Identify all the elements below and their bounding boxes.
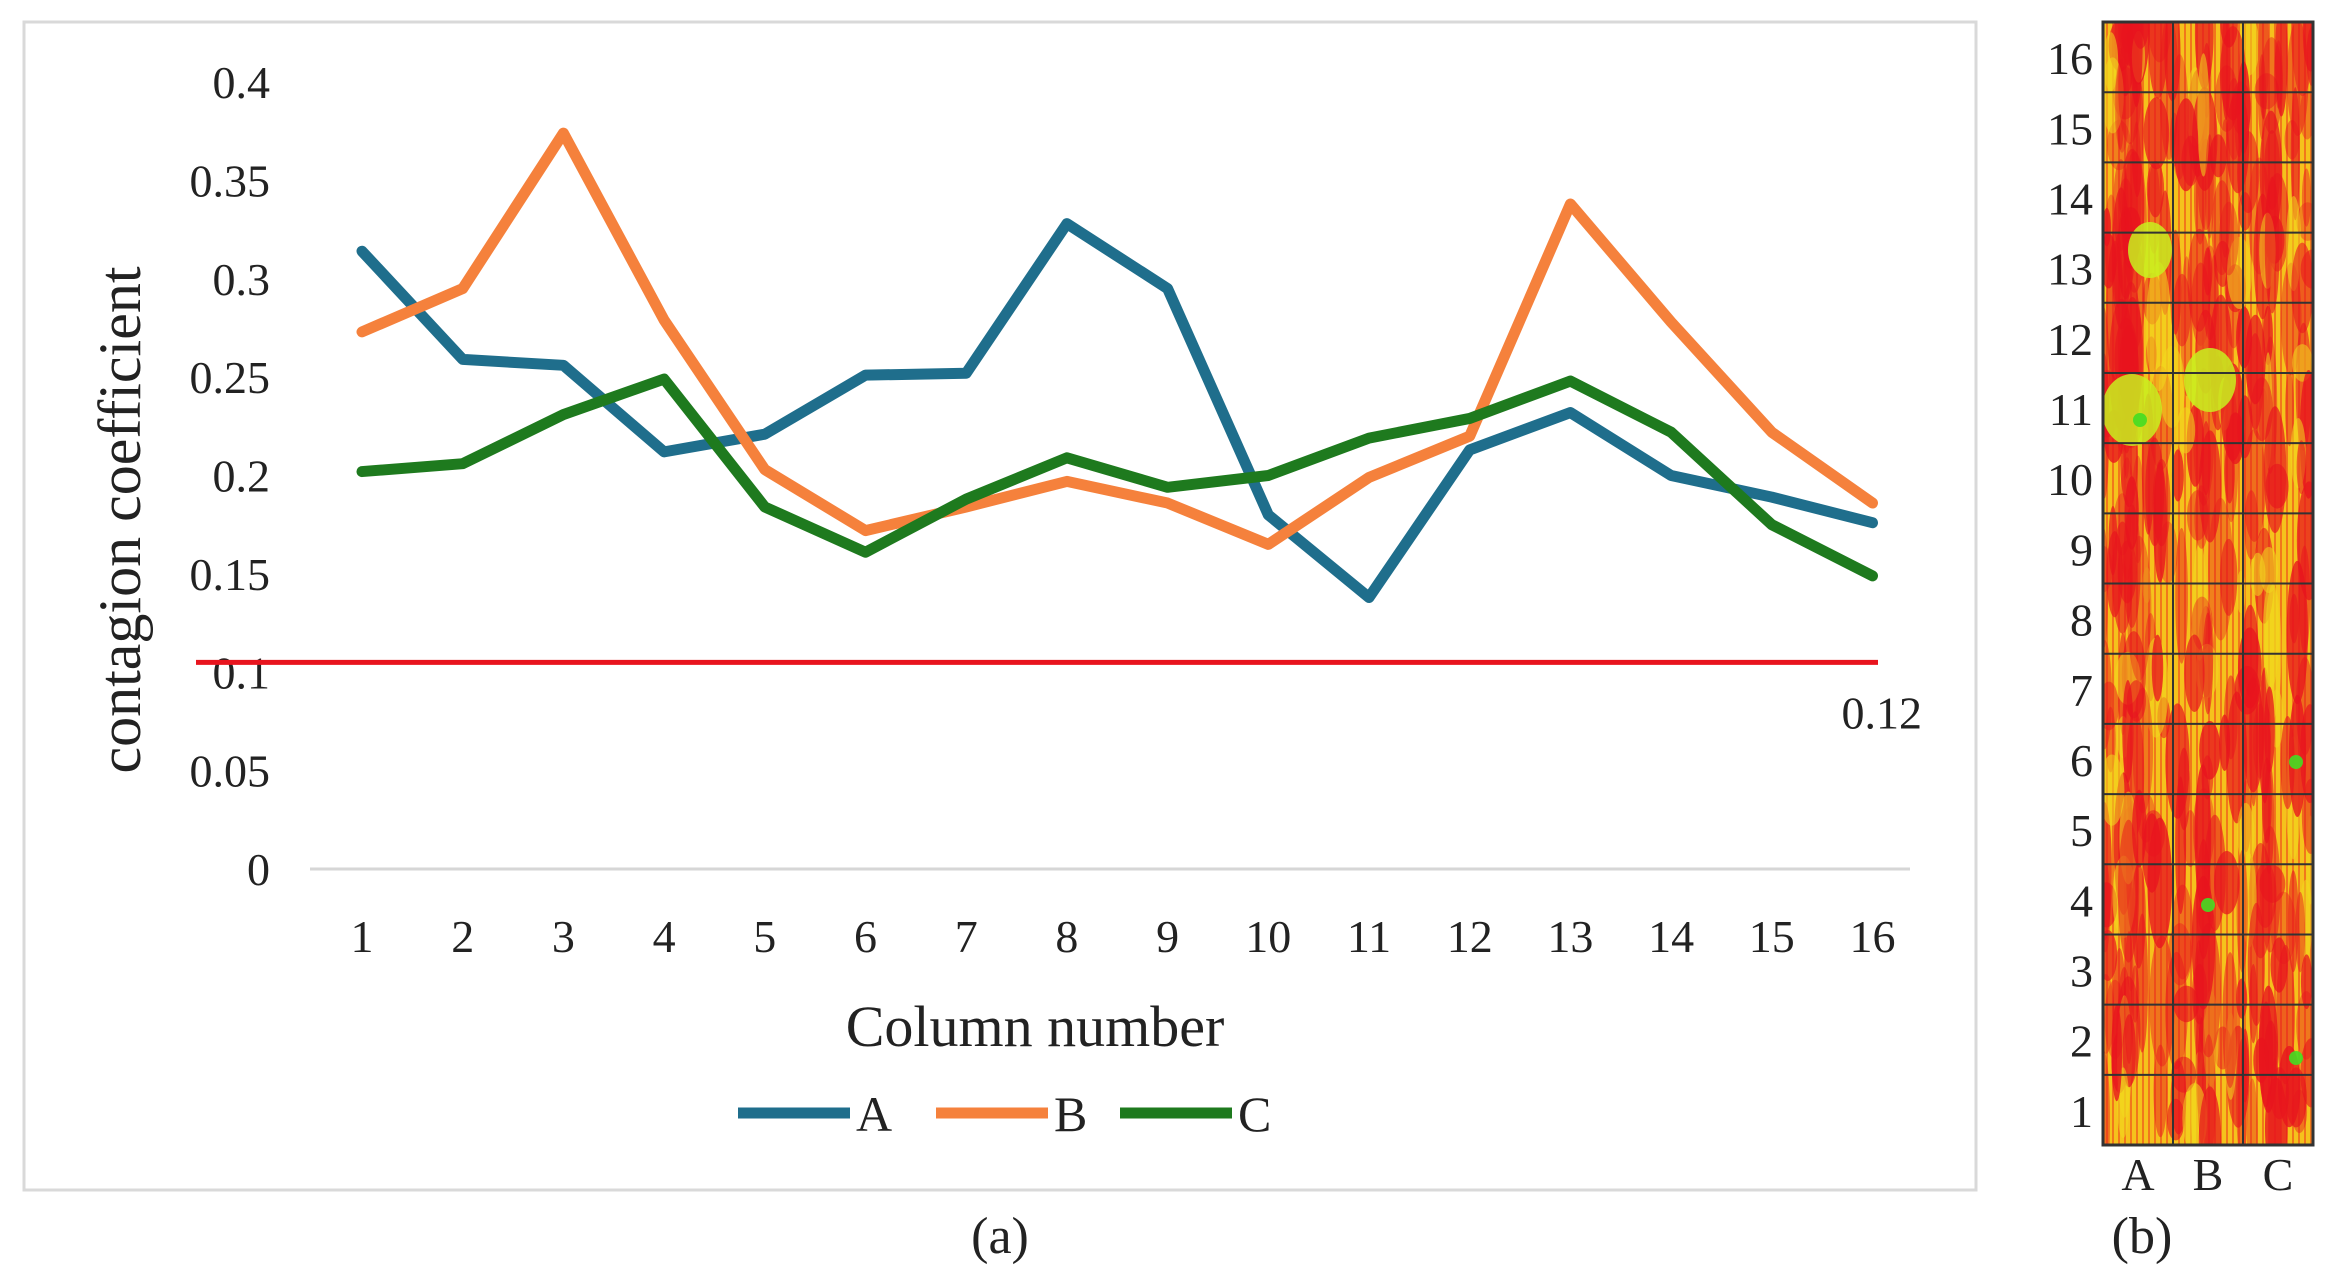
y-tick-labels: 0 0.05 0.1 0.15 0.2 0.25 0.3 0.35 0.4 (190, 57, 271, 895)
y-tick-label: 0.15 (190, 549, 271, 600)
heatmap-row-label: 7 (2070, 665, 2093, 716)
x-tick-label: 15 (1749, 911, 1795, 962)
x-tick-label: 9 (1156, 911, 1179, 962)
y-tick-label: 0.1 (213, 647, 271, 698)
x-tick-label: 7 (955, 911, 978, 962)
reference-line-label: 0.12 (1842, 687, 1923, 738)
x-tick-label: 14 (1648, 911, 1694, 962)
heatmap-row-label: 6 (2070, 735, 2093, 786)
reference-line-group: 0.12 (196, 659, 1923, 738)
heatmap-column-label: C (2263, 1149, 2294, 1200)
x-tick-label: 2 (451, 911, 474, 962)
heatmap-b (2101, 20, 2315, 1147)
panel-label-a: (a) (971, 1208, 1029, 1265)
heatmap-row-label: 15 (2047, 103, 2093, 154)
heatmap-row-label: 11 (2049, 384, 2093, 435)
panel-label-b: (b) (2112, 1208, 2173, 1265)
y-tick-label: 0.35 (190, 155, 271, 206)
x-tick-label: 5 (753, 911, 776, 962)
legend-label-a: A (856, 1086, 892, 1142)
heatmap-row-label: 10 (2047, 454, 2093, 505)
series-line-a (356, 218, 1878, 603)
x-tick-labels: 1 2 3 4 5 6 7 8 9 10 11 12 13 14 15 16 (351, 911, 1896, 962)
series-line-c (356, 373, 1878, 582)
heatmap-column-label: A (2121, 1149, 2154, 1200)
y-tick-label: 0.2 (213, 451, 271, 502)
y-tick-label: 0.4 (213, 57, 271, 108)
x-tick-label: 13 (1547, 911, 1593, 962)
heatmap-row-label: 4 (2070, 875, 2093, 926)
legend-label-c: C (1238, 1086, 1271, 1142)
heatmap-column-label: B (2193, 1149, 2224, 1200)
heatmap-row-label: 12 (2047, 314, 2093, 365)
x-tick-label: 10 (1245, 911, 1291, 962)
y-tick-label: 0.3 (213, 254, 271, 305)
heatmap-row-label: 3 (2070, 946, 2093, 997)
heatmap-row-label: 5 (2070, 805, 2093, 856)
heatmap-row-label: 14 (2047, 173, 2093, 224)
x-tick-label: 3 (552, 911, 575, 962)
x-tick-label: 11 (1347, 911, 1391, 962)
heatmap-border (2101, 20, 2315, 1147)
legend-label-b: B (1054, 1086, 1087, 1142)
heatmap-row-label: 2 (2070, 1016, 2093, 1067)
heatmap-row-labels: 16 15 14 13 12 11 10 9 8 7 6 5 4 3 2 1 (2047, 33, 2093, 1137)
x-axis-label: Column number (846, 994, 1225, 1059)
x-tick-label: 12 (1447, 911, 1493, 962)
series-line-b (356, 127, 1878, 550)
y-tick-label: 0.05 (190, 746, 271, 797)
heatmap-row-label: 16 (2047, 33, 2093, 84)
y-tick-label: 0 (247, 844, 270, 895)
x-tick-label: 1 (351, 911, 374, 962)
legend: A B C (738, 1086, 1271, 1142)
y-axis-label: contagion coefficient (87, 266, 153, 773)
x-tick-label: 8 (1055, 911, 1078, 962)
heatmap-row-label: 9 (2070, 524, 2093, 575)
series-lines (356, 127, 1878, 603)
heatmap-row-label: 1 (2070, 1086, 2093, 1137)
chart-a-frame (22, 20, 1978, 1192)
heatmap-row-label: 8 (2070, 595, 2093, 646)
x-tick-label: 6 (854, 911, 877, 962)
y-tick-label: 0.25 (190, 352, 271, 403)
x-tick-label: 16 (1850, 911, 1896, 962)
x-tick-label: 4 (653, 911, 676, 962)
heatmap-row-label: 13 (2047, 244, 2093, 295)
